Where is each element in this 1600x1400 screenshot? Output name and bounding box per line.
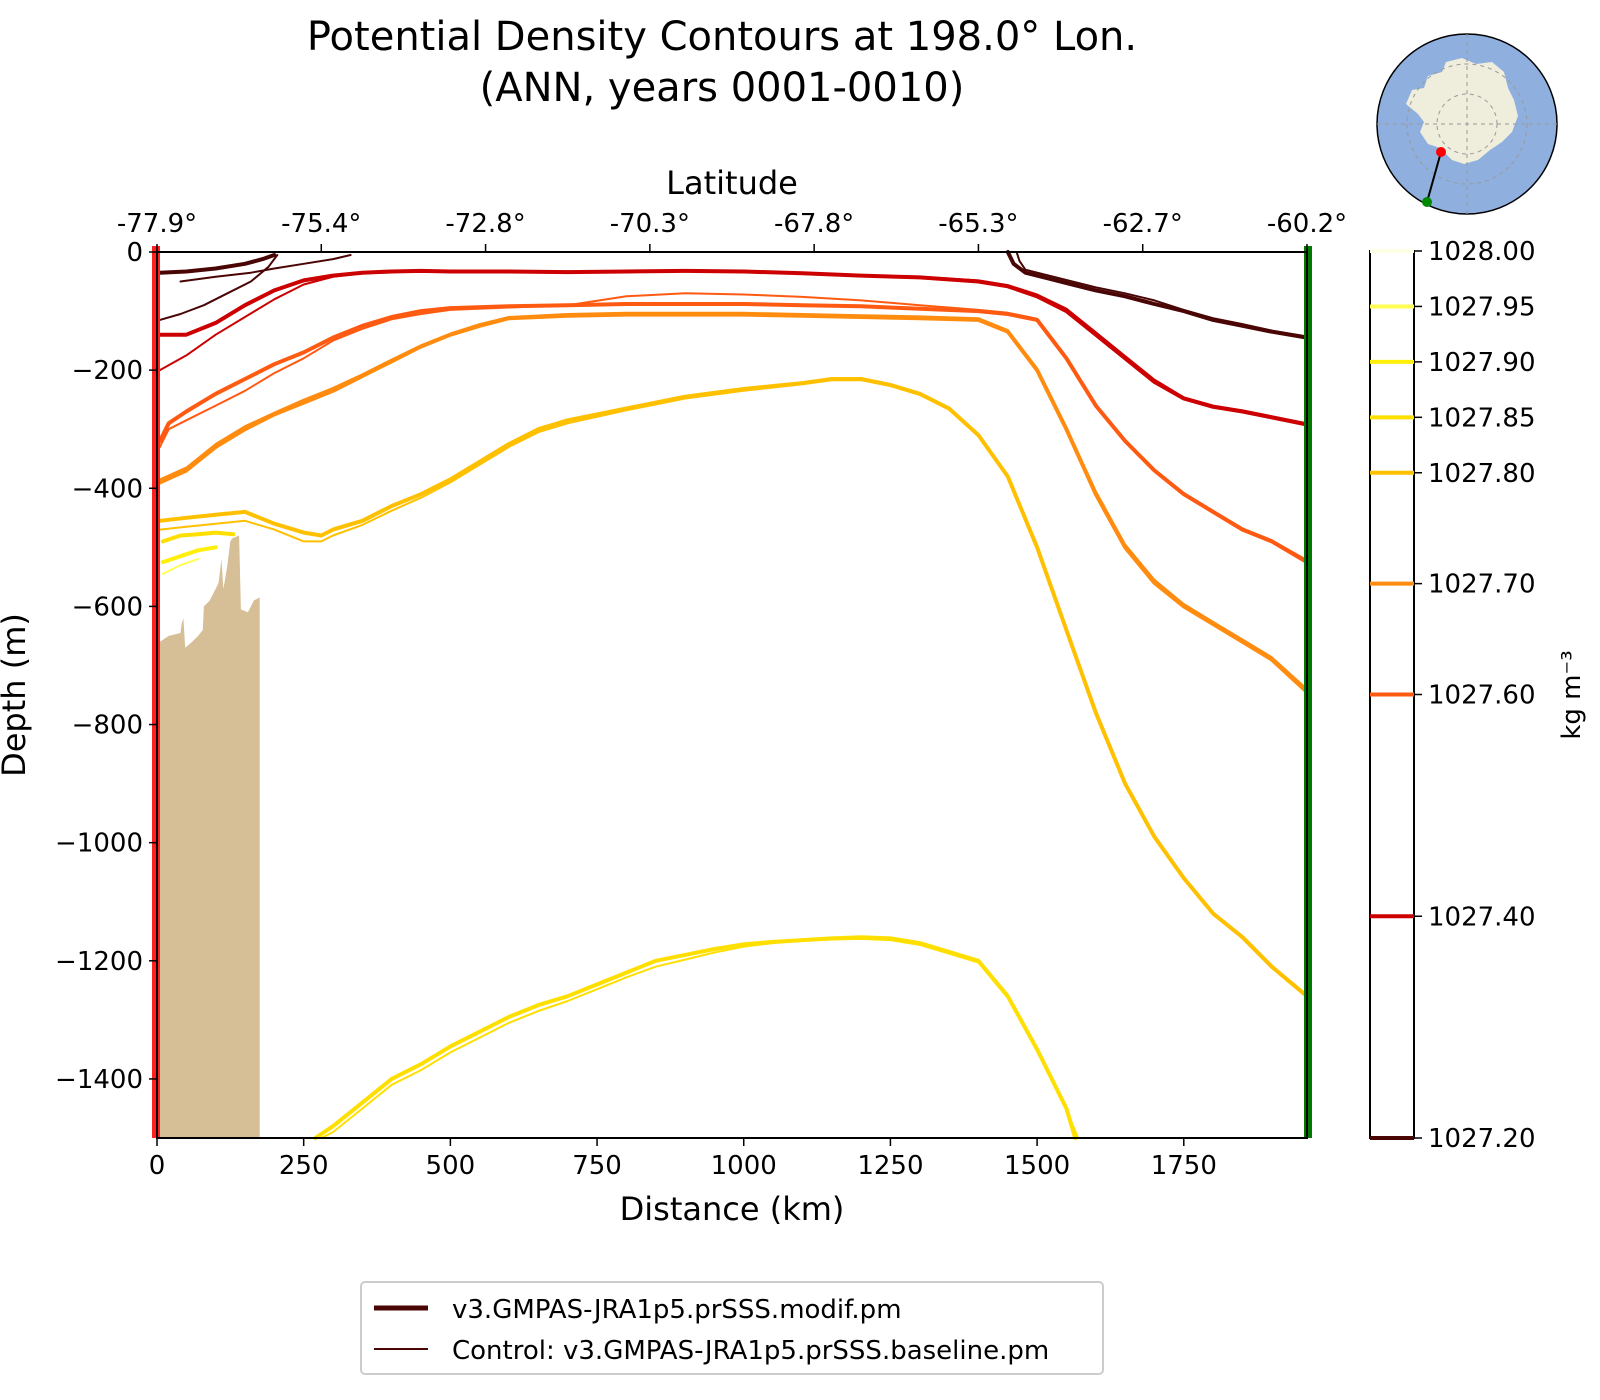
contour-line <box>179 254 352 283</box>
lat-tick-label: -67.8° <box>774 209 854 239</box>
x-tick-label: 1250 <box>857 1151 923 1181</box>
inset-start-dot <box>1436 147 1446 157</box>
plot-area <box>152 246 1312 1140</box>
contour-line <box>1005 250 1309 340</box>
lat-tick-label: -60.2° <box>1267 209 1347 239</box>
colorbar-tick-label: 1027.95 <box>1428 292 1536 322</box>
contour-line <box>161 558 200 575</box>
contour-line <box>158 311 1308 691</box>
colorbar-tick-label: 1028.00 <box>1428 237 1536 267</box>
colorbar: 1028.00 1027.95 1027.90 1027.85 1027.80 1027.… <box>1369 237 1587 1154</box>
legend-frame <box>360 1281 1104 1375</box>
inset-section-line <box>1426 151 1442 203</box>
colorbar-tick-label: 1027.70 <box>1428 570 1536 600</box>
lat-tick-label: -65.3° <box>938 209 1018 239</box>
colorbar-label: kg m⁻³ <box>1557 650 1587 739</box>
lat-tick-label: -72.8° <box>445 209 525 239</box>
contour-lines <box>157 250 1309 1140</box>
inset-map <box>1376 33 1558 215</box>
top-axis-label: Latitude <box>666 164 798 202</box>
contour-line <box>158 269 1308 425</box>
y-tick-label: −600 <box>72 592 143 622</box>
x-tick-label: 1500 <box>1004 1151 1070 1181</box>
y-tick-label: −800 <box>72 711 143 741</box>
contour-line <box>158 292 1308 562</box>
x-tick-label: 250 <box>279 1151 329 1181</box>
y-tick-label: −1000 <box>55 829 143 859</box>
inset-antarctica <box>1406 58 1518 164</box>
y-tick-label: 0 <box>126 238 143 268</box>
colorbar-levels: 1028.00 1027.95 1027.90 1027.85 1027.80 1027.… <box>1370 237 1536 1154</box>
legend-label-control: Control: v3.GMPAS-JRA1p5.prSSS.baseline.… <box>452 1336 1049 1366</box>
lat-tick-label: -70.3° <box>610 209 690 239</box>
legend-label-modif: v3.GMPAS-JRA1p5.prSSS.modif.pm <box>452 1295 902 1325</box>
contour-line <box>320 937 1080 1139</box>
contour-line <box>313 935 1078 1140</box>
colorbar-tick-label: 1027.80 <box>1428 459 1536 489</box>
inset-end-dot <box>1422 197 1432 207</box>
chart-title: Potential Density Contours at 198.0° Lon… <box>307 14 1137 60</box>
x-tick-label: 500 <box>426 1151 476 1181</box>
x-axis-label: Distance (km) <box>620 1190 845 1228</box>
plot-background <box>157 252 1307 1138</box>
colorbar-tick-label: 1027.90 <box>1428 348 1536 378</box>
contour-line <box>157 253 277 275</box>
chart-subtitle: (ANN, years 0001-0010) <box>480 65 965 111</box>
colorbar-tick-label: 1027.60 <box>1428 681 1536 711</box>
x-tick-label: 1000 <box>711 1151 777 1181</box>
colorbar-tick-label: 1027.85 <box>1428 403 1536 433</box>
y-tick-label: −400 <box>72 474 143 504</box>
plot-frame <box>156 251 1308 1139</box>
y-tick-label: −1400 <box>55 1065 143 1095</box>
bathymetry-area <box>157 535 260 1138</box>
contour-line <box>1015 251 1308 338</box>
contour-line <box>160 545 218 565</box>
latitude-axis: -77.9° -75.4° -72.8° -70.3° -67.8° -65.3° -62.… <box>117 209 1347 252</box>
colorbar-tick-label: 1027.40 <box>1428 902 1536 932</box>
lat-tick-label: -77.9° <box>117 209 197 239</box>
contour-line <box>157 312 1309 694</box>
contour-line <box>158 379 1308 999</box>
inset-graticule <box>1406 63 1528 185</box>
y-axis-label: Depth (m) <box>0 613 33 777</box>
contour-line <box>160 530 236 544</box>
y-tick-label: −200 <box>72 356 143 386</box>
legend: v3.GMPAS-JRA1p5.prSSS.modif.pm Control: … <box>360 1281 1104 1375</box>
y-axis: 0 −200 −400 −600 −800 −1000 −1200 −1400 <box>55 238 157 1095</box>
y-tick-label: −1200 <box>55 947 143 977</box>
x-tick-label: 1750 <box>1151 1151 1217 1181</box>
colorbar-tick-label: 1027.20 <box>1428 1124 1536 1154</box>
x-tick-label: 0 <box>149 1151 166 1181</box>
contour-line <box>158 254 279 321</box>
lat-tick-label: -62.7° <box>1103 209 1183 239</box>
x-tick-label: 750 <box>572 1151 622 1181</box>
x-axis: 0 250 500 750 1000 1250 1500 1750 <box>149 1138 1217 1181</box>
lat-tick-label: -75.4° <box>281 209 361 239</box>
